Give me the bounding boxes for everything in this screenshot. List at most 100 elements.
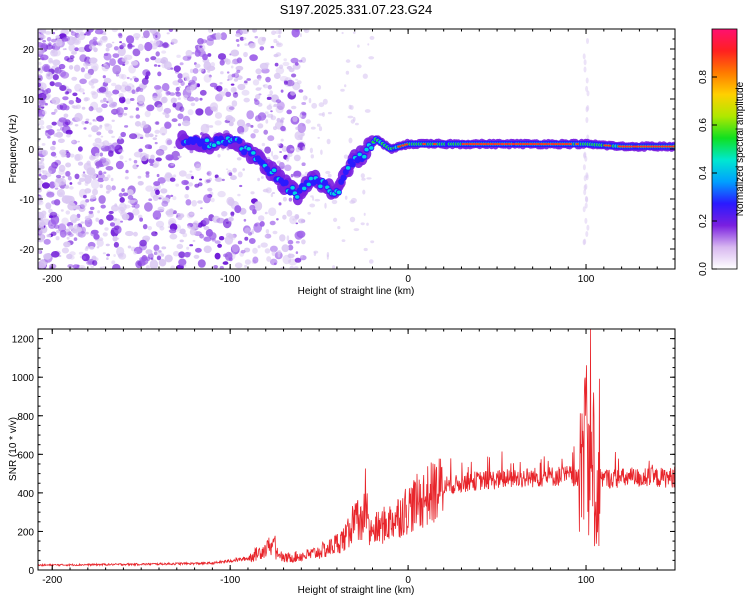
noise-blob [152,210,162,220]
noise-blob [106,253,110,257]
noise-blob [264,146,271,154]
noise-blob [154,129,160,134]
noise-blob [582,164,586,171]
noise-blob [173,146,176,149]
noise-blob [264,248,271,254]
noise-blob [273,126,277,131]
noise-blob [216,217,225,224]
ridge-body [282,179,289,186]
colorbar-tick-label: 0.6 [698,118,709,132]
noise-blob [226,196,235,206]
noise-blob [194,63,201,68]
noise-blob [68,44,76,52]
noise-blob [275,52,282,57]
noise-blob [353,228,360,232]
noise-blob [236,157,242,161]
noise-blob [65,129,73,135]
noise-blob [586,38,589,44]
noise-blob [111,260,116,265]
noise-blob [104,145,112,152]
x-tick-label: 100 [578,274,595,285]
noise-blob [171,38,178,44]
noise-blob [66,236,70,240]
noise-blob [277,43,281,46]
ridge-hotspot [546,143,551,145]
noise-blob [168,29,174,33]
noise-blob [202,53,208,61]
noise-blob [133,77,139,83]
ridge-hotspot [657,145,661,148]
noise-blob [252,29,256,33]
noise-blob [352,31,356,34]
noise-blob [230,49,240,57]
noise-blob [38,42,43,48]
noise-blob [77,33,86,41]
noise-blob [228,217,234,222]
noise-blob [219,82,223,85]
ridge-hotspot [575,143,580,145]
noise-blob [280,117,285,121]
noise-blob [83,194,87,199]
noise-blob [158,258,167,267]
ridge-core [211,143,217,147]
noise-blob [108,210,114,215]
noise-blob [219,265,224,269]
noise-blob [221,211,228,217]
noise-blob [110,177,114,182]
ridge-hotspot [528,143,533,145]
noise-blob [64,35,70,42]
noise-blob [354,122,359,126]
noise-blob [51,111,56,115]
noise-blob [230,244,240,255]
noise-blob [59,70,67,77]
noise-blob [221,178,225,182]
noise-blob [125,230,134,237]
noise-blob [179,239,184,243]
noise-blob [59,85,67,91]
noise-blob [286,157,290,162]
noise-blob [279,234,286,242]
noise-blob [269,90,274,95]
snr-frame [37,328,676,571]
noise-blob [155,220,165,228]
noise-blob [127,245,132,249]
noise-blob [84,215,91,221]
noise-blob [283,58,288,62]
ridge-hotspot [511,143,516,145]
noise-blob [345,59,351,63]
noise-blob [217,153,221,158]
noise-blob [89,246,95,250]
noise-blob [139,152,149,162]
noise-blob [79,78,87,85]
noise-blob [74,154,81,162]
noise-blob [96,239,104,247]
noise-blob [79,200,87,209]
noise-blob [63,241,71,248]
noise-blob [326,252,330,258]
noise-blob [244,247,251,253]
noise-blob [56,128,61,132]
noise-blob [139,136,144,139]
noise-blob [103,53,109,56]
noise-blob [135,107,140,111]
noise-blob [108,150,114,157]
noise-blob [112,89,120,95]
noise-blob [366,222,369,226]
noise-blob [199,89,207,96]
noise-blob [84,72,92,80]
noise-blob [135,114,141,119]
noise-blob [186,96,195,102]
noise-blob [127,43,133,50]
noise-blob [207,53,212,57]
noise-blob [203,236,212,242]
noise-blob [67,175,72,181]
noise-blob [158,250,162,253]
noise-blob [585,174,589,181]
noise-blob [155,189,160,195]
noise-blob [120,131,126,138]
noise-blob [317,85,322,90]
noise-blob [583,151,587,158]
noise-blob [123,112,128,116]
noise-blob [197,200,203,204]
